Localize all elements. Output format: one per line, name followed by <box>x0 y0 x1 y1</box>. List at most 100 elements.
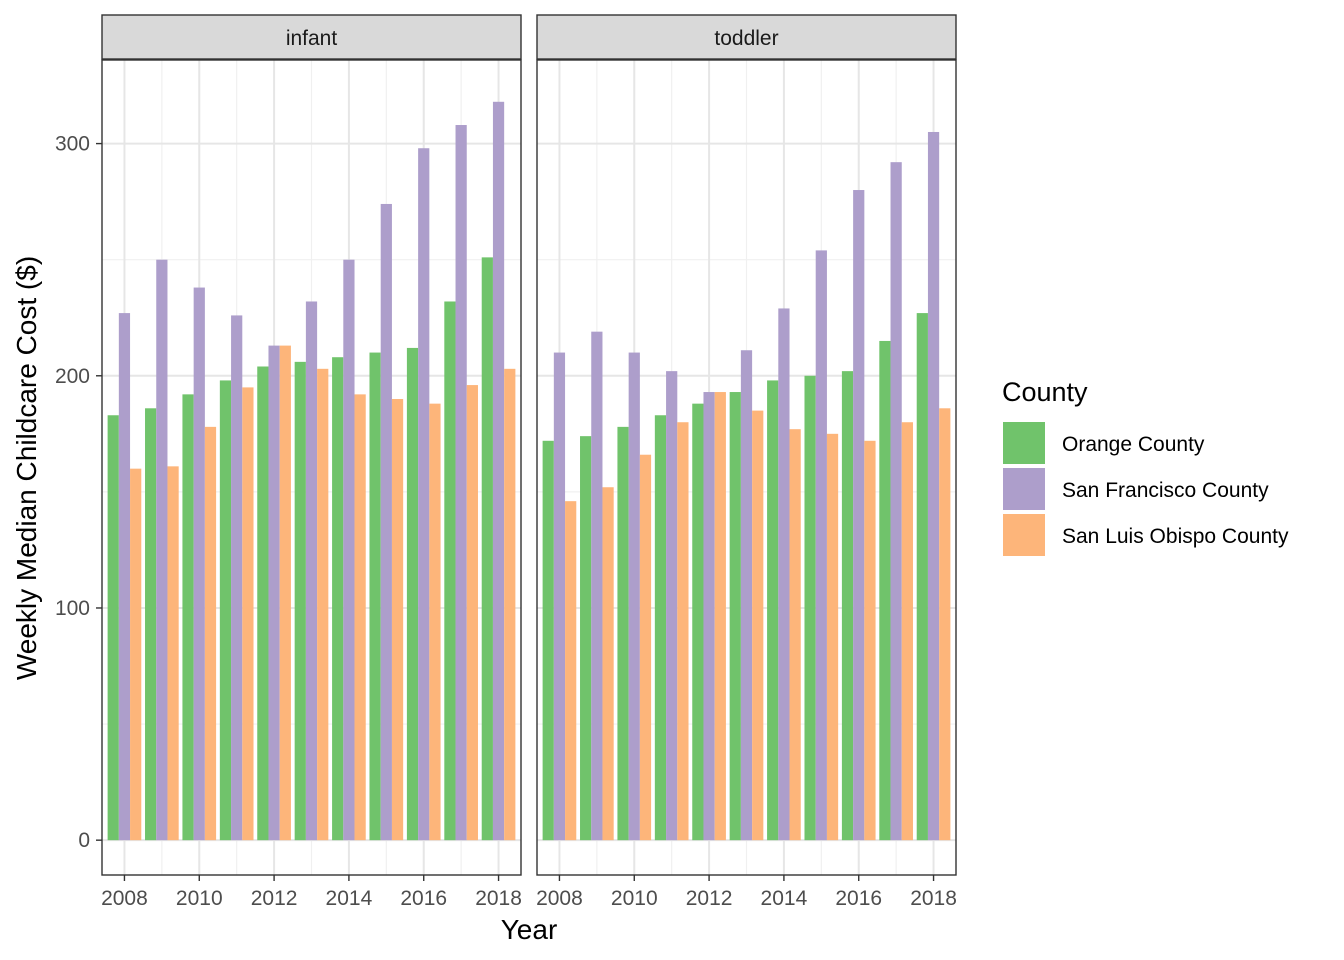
bar-infant-2014-orange-county <box>332 357 344 841</box>
legend-key-san-francisco-county <box>1003 468 1045 510</box>
x-tick-label: 2014 <box>326 887 373 910</box>
bar-infant-2011-orange-county <box>219 380 232 841</box>
bar-infant-2013-san-francisco-county <box>305 301 318 841</box>
bar-toddler-2011-orange-county <box>654 415 667 841</box>
bar-infant-2015-orange-county <box>369 352 381 841</box>
x-axis-title: Year <box>501 914 558 945</box>
bar-toddler-2008-orange-county <box>542 440 554 841</box>
bar-toddler-2016-san-luis-obispo-county <box>864 440 876 841</box>
panel-border <box>536 59 957 876</box>
bar-infant-2017-san-luis-obispo-county <box>466 385 478 841</box>
bar-toddler-2012-san-francisco-county <box>703 392 715 841</box>
bar-toddler-2017-orange-county <box>879 340 891 841</box>
bar-infant-2017-san-francisco-county <box>455 125 467 841</box>
bar-toddler-2013-san-francisco-county <box>740 350 753 841</box>
bar-toddler-2011-san-luis-obispo-county <box>677 422 689 841</box>
bar-infant-2008-san-luis-obispo-county <box>130 468 142 841</box>
bar-infant-2009-san-luis-obispo-county <box>167 466 179 841</box>
bar-toddler-2018-san-luis-obispo-county <box>939 408 951 841</box>
bar-toddler-2016-orange-county <box>841 371 854 841</box>
bar-infant-2016-orange-county <box>406 347 419 841</box>
x-tick-label: 2018 <box>910 887 957 910</box>
bar-toddler-2010-san-luis-obispo-county <box>639 454 652 841</box>
y-tick-label: 200 <box>55 365 90 388</box>
x-tick-label: 2008 <box>101 887 148 910</box>
panel-border <box>101 59 522 876</box>
bar-toddler-2014-san-luis-obispo-county <box>789 429 801 841</box>
bar-toddler-2018-san-francisco-county <box>927 131 940 841</box>
y-tick-label: 0 <box>78 829 90 852</box>
strip-toddler <box>536 14 957 60</box>
panel-infant: infant <box>101 14 522 876</box>
bar-infant-2015-san-luis-obispo-county <box>391 399 404 841</box>
bar-toddler-2010-orange-county <box>617 426 629 841</box>
bar-toddler-2012-orange-county <box>692 403 704 841</box>
bar-toddler-2016-san-francisco-county <box>853 190 865 841</box>
bar-toddler-2009-san-luis-obispo-county <box>602 487 614 841</box>
bar-toddler-2015-orange-county <box>804 375 816 841</box>
bar-toddler-2009-san-francisco-county <box>591 331 603 841</box>
bar-infant-2010-san-francisco-county <box>193 287 205 841</box>
bar-toddler-2008-san-francisco-county <box>553 352 566 841</box>
legend-items: Orange County San Francisco County San Lui… <box>1003 422 1289 556</box>
bar-infant-2008-san-francisco-county <box>118 313 131 841</box>
bar-infant-2018-san-francisco-county <box>492 101 505 841</box>
bar-infant-2014-san-francisco-county <box>343 259 355 841</box>
bar-infant-2013-orange-county <box>294 361 306 841</box>
y-axis-title: Weekly Median Childcare Cost ($) <box>11 256 42 680</box>
legend-label: San Luis Obispo County <box>1062 525 1289 548</box>
bar-infant-2012-san-francisco-county <box>268 345 280 841</box>
bar-toddler-2017-san-francisco-county <box>890 162 902 841</box>
bar-infant-2013-san-luis-obispo-county <box>317 368 329 841</box>
panels-layer: infant toddler <box>101 14 957 876</box>
bar-infant-2014-san-luis-obispo-county <box>354 394 366 841</box>
bar-toddler-2010-san-francisco-county <box>628 352 640 841</box>
bar-infant-2016-san-luis-obispo-county <box>429 403 441 841</box>
bar-toddler-2013-san-luis-obispo-county <box>752 410 764 841</box>
x-tick-label: 2014 <box>761 887 808 910</box>
legend-key-orange-county <box>1003 422 1045 464</box>
bar-toddler-2018-orange-county <box>916 313 928 841</box>
bar-toddler-2014-orange-county <box>767 380 779 841</box>
strip-label: infant <box>286 27 338 50</box>
legend-title: County <box>1002 377 1088 407</box>
bar-toddler-2013-orange-county <box>729 392 741 841</box>
legend-label: San Francisco County <box>1062 479 1269 502</box>
bar-toddler-2012-san-luis-obispo-county <box>714 392 726 841</box>
bar-infant-2018-san-luis-obispo-county <box>504 368 516 841</box>
bar-toddler-2014-san-francisco-county <box>778 308 790 841</box>
bar-infant-2018-orange-county <box>481 257 493 841</box>
x-tick-label: 2016 <box>835 887 882 910</box>
x-tick-label: 2018 <box>475 887 522 910</box>
bar-infant-2011-san-francisco-county <box>231 315 243 841</box>
bar-infant-2016-san-francisco-county <box>418 148 430 841</box>
x-tick-label: 2012 <box>686 887 733 910</box>
axes-layer: 2008 2010 2012 2014 2016 2018 2008 2010 2012 2014… <box>55 133 957 910</box>
bar-infant-2010-san-luis-obispo-county <box>204 426 217 841</box>
bar-infant-2015-san-francisco-county <box>380 203 392 841</box>
x-tick-label: 2012 <box>251 887 298 910</box>
y-tick-label: 100 <box>55 597 90 620</box>
bar-toddler-2008-san-luis-obispo-county <box>565 501 577 841</box>
bar-toddler-2015-san-francisco-county <box>815 250 827 841</box>
x-tick-label: 2010 <box>611 887 658 910</box>
bar-infant-2009-san-francisco-county <box>156 259 168 841</box>
bar-infant-2012-orange-county <box>257 366 269 841</box>
bar-infant-2009-orange-county <box>145 408 157 841</box>
legend: County Orange County San Francisco County… <box>1002 377 1289 556</box>
strip-infant <box>101 14 522 60</box>
bar-infant-2017-orange-county <box>444 301 456 841</box>
legend-label: Orange County <box>1062 433 1205 456</box>
x-tick-label: 2008 <box>536 887 583 910</box>
bar-infant-2010-orange-county <box>182 394 194 841</box>
x-tick-label: 2016 <box>400 887 447 910</box>
bar-infant-2008-orange-county <box>107 415 119 841</box>
bar-toddler-2017-san-luis-obispo-county <box>901 422 913 841</box>
x-tick-label: 2010 <box>176 887 223 910</box>
bar-infant-2012-san-luis-obispo-county <box>279 345 291 841</box>
legend-key-san-luis-obispo-county <box>1003 514 1045 556</box>
bar-infant-2011-san-luis-obispo-county <box>242 387 254 841</box>
bar-toddler-2009-orange-county <box>580 436 592 841</box>
strip-label: toddler <box>714 27 778 50</box>
